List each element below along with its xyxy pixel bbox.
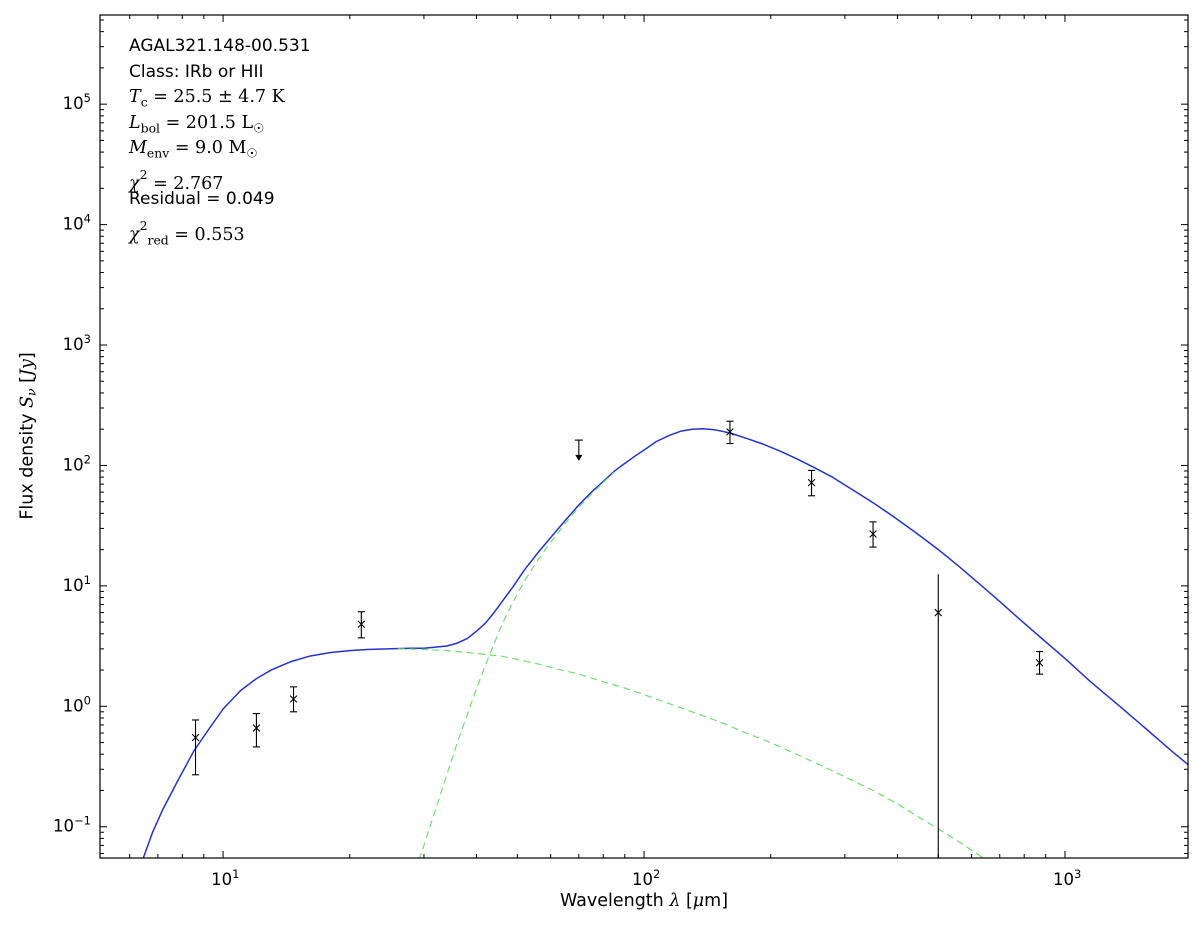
chi-red-exponent: 2 — [139, 217, 148, 233]
chi-squared-red-value: = 0.553 — [168, 224, 245, 245]
x-tick-label: 101 — [211, 867, 239, 889]
warm-component-curve — [397, 648, 985, 858]
y-axis-label-text: Flux density — [17, 408, 38, 520]
y-tick-label: 100 — [63, 693, 91, 715]
mass-value: = 9.0 M — [169, 138, 247, 158]
residual-line: Residual = 0.049 — [129, 187, 311, 213]
x-axis-label: Wavelength λ [μm] — [560, 891, 728, 911]
data-point — [357, 611, 366, 639]
chi-symbol: χ — [129, 173, 140, 194]
temperature-value: = 25.5 ± 4.7 K — [147, 87, 285, 107]
y-tick-label: 101 — [63, 573, 91, 595]
data-point — [252, 713, 261, 748]
total-fit-curve — [142, 427, 1188, 858]
down-arrow-icon — [575, 454, 583, 461]
axis-ticks — [100, 15, 1188, 858]
nu-subscript: ν — [23, 388, 39, 396]
lambda-symbol: λ — [669, 891, 681, 911]
x-axis-unit-close: m] — [704, 891, 729, 911]
temperature-symbol: T — [129, 87, 141, 107]
flux-symbol: S — [17, 396, 38, 408]
data-point — [869, 521, 877, 548]
chi-red-subscript: red — [147, 232, 169, 248]
luminosity-symbol: L — [129, 112, 141, 133]
mass-subscript: env — [146, 145, 170, 161]
y-axis-label: Flux density Sν [Jy] — [18, 352, 39, 519]
luminosity-subscript: bol — [140, 119, 161, 135]
y-tick-label: 105 — [63, 91, 91, 113]
x-axis-label-text: Wavelength — [559, 891, 670, 911]
data-point — [726, 420, 734, 445]
annotation-box: AGAL321.148-00.531 Class: IRb or HII Tc … — [129, 34, 311, 248]
data-points — [191, 420, 1044, 858]
tick-labels: 101 102 103 10−1 100 101 102 103 104 105 — [53, 91, 1081, 889]
data-point — [1035, 650, 1044, 675]
chi-squared-line: χ2 = 2.767 — [129, 162, 311, 194]
cold-component-curve — [418, 471, 615, 858]
residual-text: Residual = 0.049 — [129, 189, 275, 209]
y-axis-unit-close: ] — [17, 352, 38, 360]
y-tick-label: 104 — [63, 212, 91, 234]
mass-symbol: M — [129, 138, 147, 158]
chi-squared-value: = 2.767 — [147, 173, 224, 194]
luminosity-line: Lbol = 201.5 L☉ — [129, 111, 311, 137]
mass-line: Menv = 9.0 M☉ — [129, 136, 311, 162]
data-point — [289, 686, 298, 713]
source-class-text: Class: IRb or HII — [129, 61, 264, 82]
luminosity-value: = 201.5 L — [160, 112, 254, 133]
solar-luminosity-symbol: ☉ — [253, 119, 265, 135]
source-name-text: AGAL321.148-00.531 — [129, 36, 311, 56]
data-point — [191, 719, 200, 776]
solar-mass-symbol: ☉ — [246, 145, 258, 161]
chi-exponent: 2 — [139, 166, 148, 182]
x-axis-unit-open: [ — [680, 891, 693, 911]
y-axis-unit-open: [ — [17, 376, 38, 389]
x-tick-label: 103 — [1053, 867, 1081, 889]
x-tick-label: 102 — [632, 867, 660, 889]
y-tick-label: 10−1 — [53, 814, 91, 836]
upper-limit-marker — [574, 439, 583, 461]
chi-squared-red-line: χ2red = 0.553 — [129, 213, 311, 248]
model-curves — [142, 427, 1188, 858]
plot-frame — [99, 14, 1189, 859]
chi-red-symbol: χ — [129, 224, 140, 245]
data-point — [807, 469, 816, 497]
y-tick-label: 103 — [63, 332, 91, 354]
y-tick-label: 102 — [63, 452, 91, 474]
temperature-subscript: c — [140, 94, 148, 110]
data-point — [934, 574, 943, 858]
temperature-line: Tc = 25.5 ± 4.7 K — [129, 85, 311, 111]
source-class: Class: IRb or HII — [129, 60, 311, 86]
mu-symbol: μ — [692, 891, 705, 911]
jansky-unit: Jy — [17, 359, 38, 377]
source-name: AGAL321.148-00.531 — [129, 34, 311, 60]
